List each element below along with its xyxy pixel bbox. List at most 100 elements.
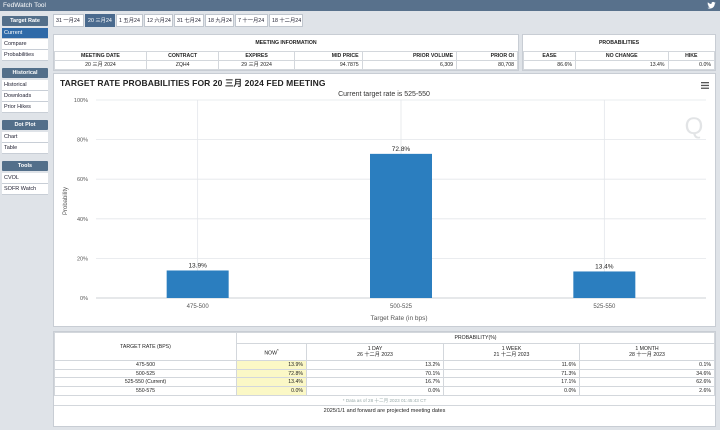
- now-cell: 13.4%: [236, 377, 307, 388]
- watermark-logo: Q: [685, 113, 704, 140]
- col-prior-oi: PRIOR OI: [456, 50, 518, 61]
- subcol-1-day: 1 DAY 26 十二月 2023: [306, 343, 444, 361]
- table-row: 525-550 (Current) 13.4% 16.7% 17.1% 62.6…: [54, 377, 715, 388]
- now-cell: 0.0%: [236, 386, 307, 396]
- col-ease: EASE: [523, 50, 576, 61]
- sidebar-header-target-rate: Target Rate: [2, 16, 48, 26]
- y-axis-label: Probability: [63, 187, 69, 215]
- sidebar-item-cvol[interactable]: CVOL: [2, 173, 48, 184]
- month-cell: 34.6%: [579, 368, 715, 379]
- ease-value: 86.6%: [523, 59, 576, 70]
- prior-volume-value: 6,309: [361, 59, 458, 70]
- hike-value: 0.0%: [667, 59, 716, 70]
- contract-value: ZQH4: [145, 59, 220, 70]
- y-tick-label: 100%: [74, 98, 88, 104]
- tab-meeting-jan[interactable]: 31 一月24: [53, 14, 84, 27]
- y-tick-label: 80%: [77, 138, 88, 144]
- now-cell: 13.9%: [236, 360, 307, 370]
- tab-meeting-nov[interactable]: 7 十一月24: [235, 14, 268, 27]
- meeting-info-table: MEETING INFORMATION MEETING DATE CONTRAC…: [54, 35, 518, 70]
- table-row: 500-525 72.8% 70.1% 71.3% 34.6%: [54, 368, 715, 379]
- rate-cell: 525-550 (Current): [54, 377, 237, 388]
- hamburger-menu-icon[interactable]: [701, 82, 709, 89]
- tab-meeting-may[interactable]: 1 五月24: [116, 14, 143, 27]
- sidebar-header-dot-plot: Dot Plot: [2, 120, 48, 130]
- bar-value-label: 13.9%: [188, 262, 207, 269]
- sidebar-item-compare[interactable]: Compare: [2, 39, 48, 50]
- week-cell: 71.3%: [443, 368, 580, 379]
- sidebar-header-historical: Historical: [2, 68, 48, 78]
- subcol-1-month: 1 MONTH 28 十一月 2023: [579, 343, 715, 361]
- meeting-info-panel: MEETING INFORMATION MEETING DATE CONTRAC…: [53, 34, 519, 71]
- subcol-1-week: 1 WEEK 21 十二月 2023: [443, 343, 580, 361]
- y-tick-label: 60%: [77, 177, 88, 183]
- probabilities-table: PROBABILITIES EASE NO CHANGE HIKE 86.6% …: [523, 35, 716, 70]
- sidebar-item-probabilities[interactable]: Probabilities: [2, 50, 48, 61]
- week-cell: 11.6%: [443, 360, 580, 370]
- bar-value-label: 13.4%: [595, 263, 614, 270]
- chart-title: TARGET RATE PROBABILITIES FOR 20 三月 2024…: [60, 78, 326, 88]
- probabilities-panel: PROBABILITIES EASE NO CHANGE HIKE 86.6% …: [522, 34, 716, 71]
- month-cell: 2.6%: [579, 386, 715, 396]
- expires-value: 29 三月 2024: [218, 59, 295, 70]
- x-tick-label: 525-550: [593, 304, 616, 310]
- bar-value-label: 72.8%: [392, 146, 411, 153]
- col-no-change: NO CHANGE: [574, 50, 669, 61]
- probability-table-panel: TARGET RATE (BPS) PROBABILITY(%) NOW* 1 …: [53, 331, 716, 427]
- now-cell: 72.8%: [236, 368, 307, 379]
- twitter-icon[interactable]: [707, 1, 716, 10]
- week-cell: 17.1%: [443, 377, 580, 388]
- y-tick-label: 40%: [77, 217, 88, 223]
- sidebar-item-chart[interactable]: Chart: [2, 132, 48, 143]
- col-expires: EXPIRES: [218, 50, 295, 61]
- prior-oi-value: 80,708: [456, 59, 518, 70]
- mid-price-value: 94.7875: [293, 59, 363, 70]
- no-change-value: 13.4%: [574, 59, 669, 70]
- x-axis-label: Target Rate (in bps): [370, 315, 427, 322]
- day-cell: 13.2%: [306, 360, 444, 370]
- y-tick-label: 0%: [80, 296, 88, 302]
- sidebar: Target Rate Current Compare Probabilitie…: [0, 13, 50, 430]
- day-cell: 70.1%: [306, 368, 444, 379]
- window-title-bar: FedWatch Tool: [0, 0, 720, 11]
- sidebar-item-prior-hikes[interactable]: Prior Hikes: [2, 102, 48, 113]
- tab-meeting-sep[interactable]: 18 九月24: [205, 14, 234, 27]
- sidebar-item-sofr-watch[interactable]: SOFR Watch: [2, 184, 48, 195]
- probabilities-header: PROBABILITIES: [523, 35, 715, 52]
- subcol-now: NOW*: [236, 343, 307, 361]
- y-tick-label: 20%: [77, 256, 88, 262]
- month-cell: 62.6%: [579, 377, 715, 388]
- sidebar-item-historical[interactable]: Historical: [2, 80, 48, 91]
- sidebar-item-current[interactable]: Current: [2, 28, 48, 39]
- probability-bar[interactable]: [370, 153, 432, 298]
- col-prior-volume: PRIOR VOLUME: [361, 50, 458, 61]
- day-cell: 16.7%: [306, 377, 444, 388]
- chart-panel: TARGET RATE PROBABILITIES FOR 20 三月 2024…: [53, 73, 716, 327]
- tab-meeting-jul[interactable]: 31 七月24: [174, 14, 204, 27]
- x-tick-label: 475-500: [187, 304, 210, 310]
- window-title: FedWatch Tool: [3, 2, 46, 9]
- col-target-rate: TARGET RATE (BPS): [54, 332, 237, 361]
- meeting-info-header: MEETING INFORMATION: [54, 35, 518, 52]
- sidebar-item-table[interactable]: Table: [2, 143, 48, 154]
- tab-meeting-dec[interactable]: 18 十二月24: [269, 14, 303, 27]
- projected-dates-footer: 2025/1/1 and forward are projected meeti…: [54, 404, 715, 415]
- col-hike: HIKE: [667, 50, 716, 61]
- day-cell: 0.0%: [306, 386, 444, 396]
- rate-cell: 475-500: [54, 360, 237, 370]
- col-probability: PROBABILITY(%): [236, 332, 715, 344]
- probability-bar[interactable]: [573, 271, 636, 298]
- probability-bar-chart: Current target rate is 525-550 Q 0% 20% 40…: [63, 91, 706, 322]
- tab-meeting-mar[interactable]: 20 三月24: [85, 14, 115, 27]
- week-cell: 0.0%: [443, 386, 580, 396]
- rate-cell: 550-575: [54, 386, 237, 396]
- probability-bar[interactable]: [166, 270, 229, 298]
- probability-table: TARGET RATE (BPS) PROBABILITY(%) NOW* 1 …: [54, 332, 715, 396]
- x-tick-label: 500-525: [390, 304, 413, 310]
- chart-subtitle: Current target rate is 525-550: [338, 91, 430, 98]
- tab-meeting-jun[interactable]: 12 六月24: [144, 14, 173, 27]
- table-row: 475-500 13.9% 13.2% 11.6% 0.1%: [54, 360, 715, 370]
- sidebar-header-tools: Tools: [2, 161, 48, 171]
- col-mid-price: MID PRICE: [293, 50, 363, 61]
- sidebar-item-downloads[interactable]: Downloads: [2, 91, 48, 102]
